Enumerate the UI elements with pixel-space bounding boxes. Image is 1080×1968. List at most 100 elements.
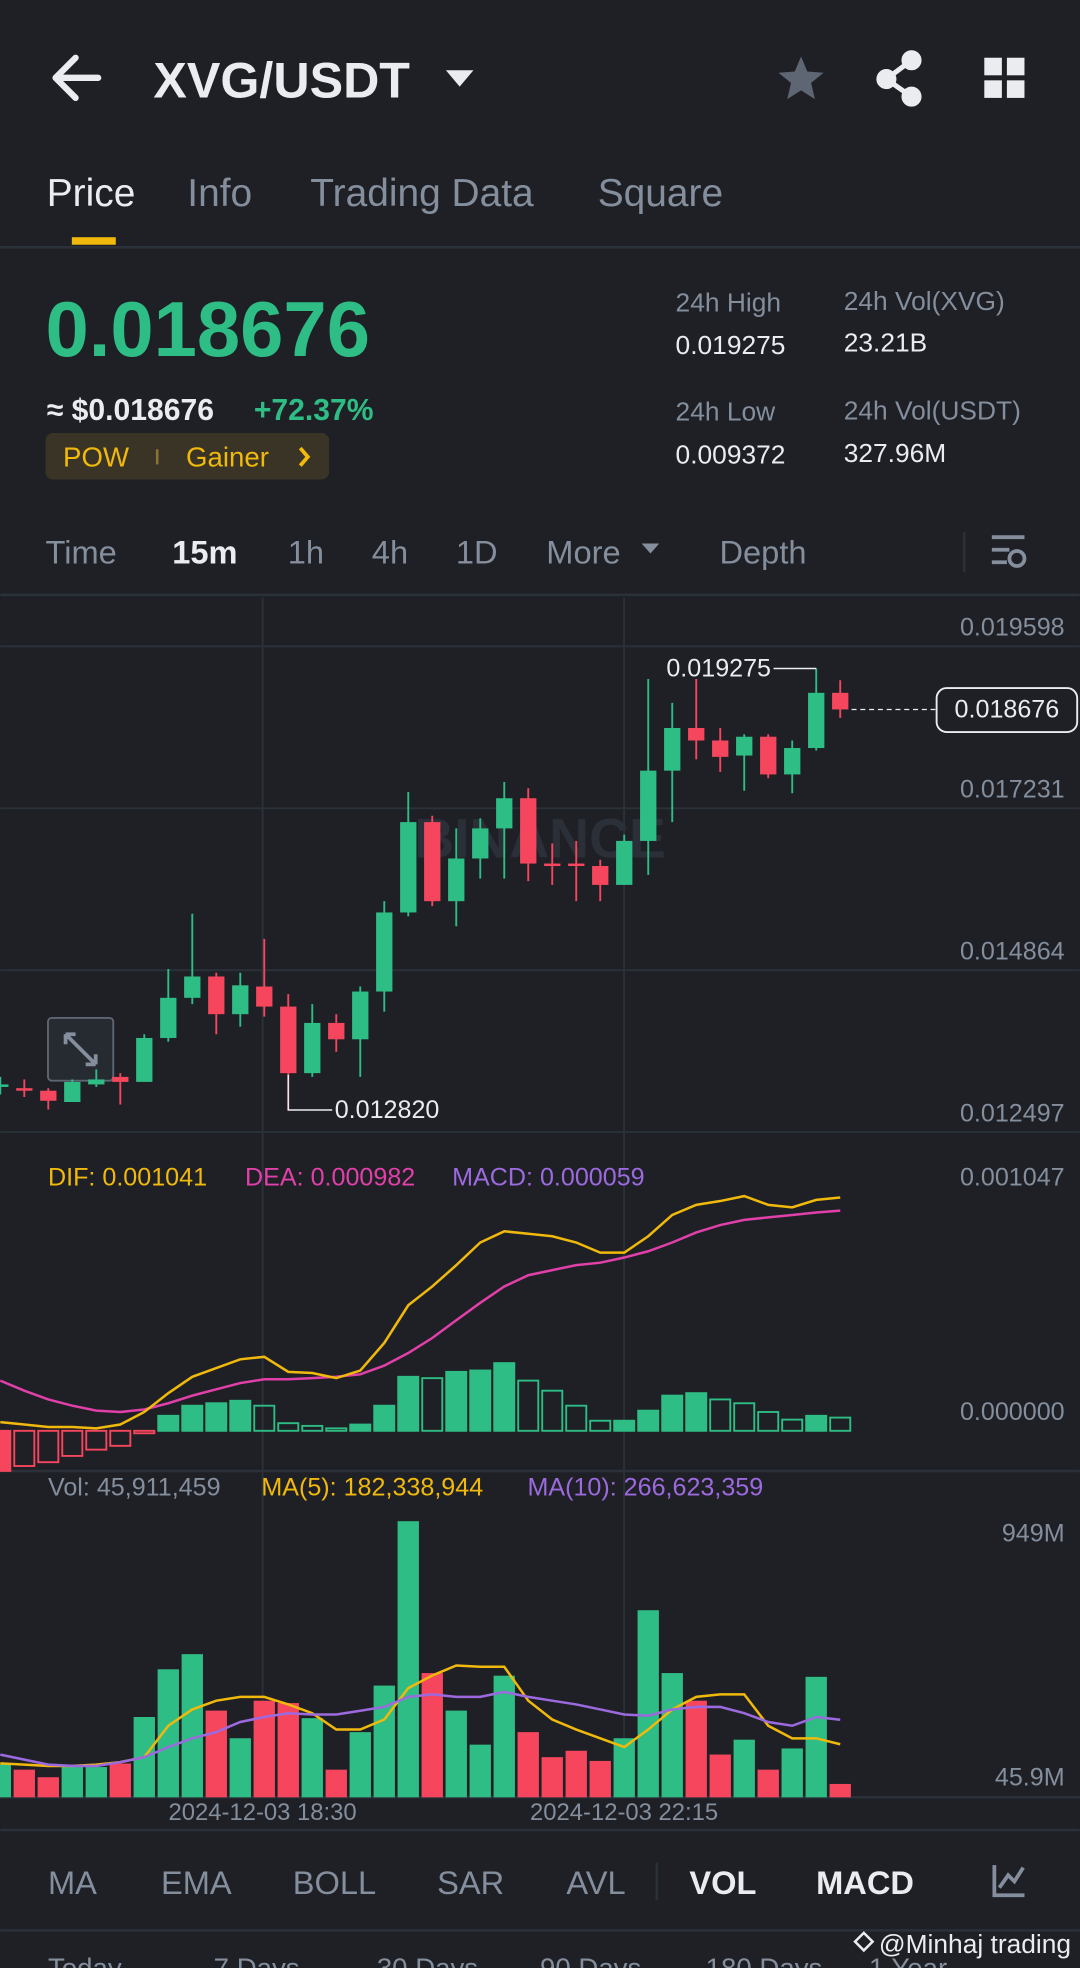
candle-body [376, 912, 393, 992]
tag[interactable]: Gainer [186, 441, 269, 472]
usd-price: ≈ $0.018676 [47, 394, 214, 427]
range[interactable]: 1 Year [869, 1953, 947, 1968]
macd-bar [373, 1404, 396, 1432]
candle-body [16, 1088, 33, 1091]
interval[interactable]: 4h [372, 534, 408, 571]
indicator[interactable]: AVL [566, 1864, 625, 1901]
range[interactable]: 7 Days [214, 1953, 300, 1968]
interval[interactable]: Depth [719, 534, 806, 571]
macd-bar [781, 1418, 804, 1432]
volume-bar [349, 1732, 371, 1798]
interval[interactable]: More [546, 534, 620, 571]
candle-body [496, 798, 513, 829]
more-dropdown [641, 543, 660, 554]
macd-bar [277, 1422, 300, 1432]
tag-chevron [298, 446, 311, 467]
candle-body [280, 1006, 297, 1074]
range[interactable]: 180 Days [706, 1953, 823, 1968]
legend-entry: Vol: 45,911,459 [48, 1473, 221, 1501]
candle-body [304, 1022, 321, 1074]
range[interactable]: 90 Days [540, 1953, 641, 1968]
candle-body [424, 822, 441, 902]
tab[interactable]: Info [187, 172, 252, 215]
low-marker [287, 1074, 333, 1111]
legend-entry: MA(10): 266,623,359 [527, 1473, 763, 1501]
volume-bar [517, 1732, 539, 1798]
range[interactable]: Today [48, 1953, 122, 1968]
tab[interactable]: Price [47, 172, 136, 215]
volume-bar [637, 1610, 659, 1798]
macd-bar [589, 1419, 612, 1432]
tab[interactable]: Square [598, 172, 723, 215]
macd-bar [325, 1427, 348, 1432]
interval[interactable]: 1D [456, 534, 498, 571]
candle-body [712, 740, 729, 757]
tag[interactable]: POW [63, 441, 129, 472]
expand-icon [63, 1032, 98, 1067]
stat-value: 0.009372 [676, 439, 786, 469]
volume-bar [13, 1769, 35, 1798]
interval[interactable]: 15m [172, 534, 237, 571]
candle-body [592, 866, 609, 885]
indicator[interactable]: EMA [161, 1864, 232, 1901]
back-button[interactable] [52, 54, 102, 102]
candle-body [448, 858, 465, 902]
grid-menu[interactable] [984, 57, 1025, 98]
legend-entry: DEA: 0.000982 [245, 1163, 415, 1191]
volume-bar [829, 1783, 851, 1798]
indicator-settings[interactable] [992, 1865, 1025, 1898]
interval[interactable]: Time [45, 534, 116, 571]
candle-body [184, 976, 201, 998]
volume-bar [109, 1763, 131, 1798]
line [0, 1690, 841, 1768]
favorite-star[interactable] [778, 56, 824, 100]
legend-entry: MACD: 0.000059 [452, 1163, 645, 1191]
candle-body [136, 1037, 153, 1082]
macd-bar [685, 1392, 708, 1432]
volume-bar [85, 1767, 107, 1798]
candle-body [328, 1022, 345, 1040]
macd-bar [493, 1362, 516, 1432]
volume-bar [37, 1777, 59, 1798]
candle-body [616, 840, 633, 885]
indicator[interactable]: BOLL [293, 1864, 376, 1901]
tag-box[interactable] [45, 433, 330, 480]
last-price: 0.018676 [45, 287, 369, 373]
macd-bar [709, 1398, 732, 1432]
stat-label: 24h High [676, 287, 781, 317]
interval[interactable]: 1h [288, 534, 324, 571]
candle-body [688, 727, 705, 741]
pair-dropdown[interactable] [445, 70, 474, 87]
volume-bar [709, 1754, 731, 1798]
indicator[interactable]: MA [48, 1864, 97, 1901]
macd-bar [613, 1419, 636, 1432]
volume-bar [253, 1700, 275, 1798]
candle-body [88, 1079, 105, 1085]
macd-bar [397, 1375, 420, 1432]
volume-bar [277, 1703, 299, 1798]
volume-bar [541, 1757, 563, 1798]
candle-body [520, 798, 537, 864]
macd-bar [85, 1429, 108, 1451]
indicator[interactable]: VOL [689, 1864, 756, 1901]
macd-bar [181, 1404, 204, 1432]
tab[interactable]: Trading Data [310, 172, 534, 215]
volume-bar [733, 1739, 755, 1798]
indicator[interactable]: MACD [816, 1864, 914, 1901]
macd-bar [445, 1370, 468, 1432]
pair-title[interactable]: XVG/USDT [153, 52, 410, 108]
y-tick-label: 0.001047 [960, 1163, 1065, 1191]
indicator[interactable]: SAR [437, 1864, 504, 1901]
y-tick-label: 0.017231 [960, 775, 1065, 803]
macd-bar [421, 1377, 444, 1432]
stat-label: 24h Low [676, 397, 777, 427]
range[interactable]: 30 Days [377, 1953, 478, 1968]
candle-body [64, 1081, 81, 1103]
x-tick-label: 2024-12-03 22:15 [530, 1799, 718, 1826]
volume-bar [157, 1669, 179, 1798]
chart-settings[interactable] [991, 535, 1027, 568]
volume-bar [397, 1521, 419, 1798]
share-button[interactable] [876, 50, 922, 107]
macd-bar [565, 1404, 588, 1432]
